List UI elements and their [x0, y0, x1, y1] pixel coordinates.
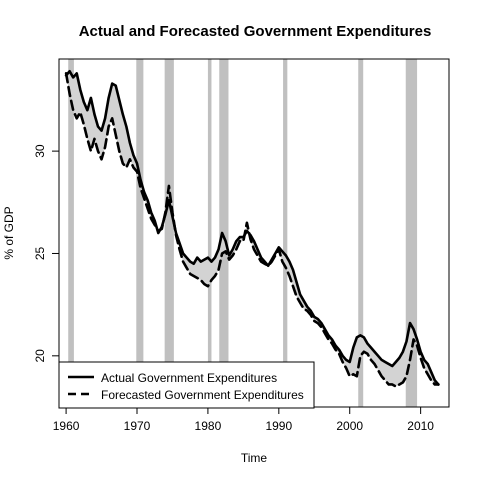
- legend: Actual Government Expenditures Forecaste…: [58, 361, 315, 409]
- x-tick-label: 1990: [265, 419, 292, 433]
- recession-bands: [68, 59, 418, 407]
- recession-band: [207, 59, 212, 407]
- forecast-gap-band: [66, 71, 439, 387]
- y-axis-label: % of GDP: [2, 206, 16, 259]
- x-tick-label: 1980: [195, 419, 222, 433]
- y-tick-label: 30: [33, 144, 47, 158]
- gap-area: [66, 71, 439, 387]
- x-tick-label: 2010: [407, 419, 434, 433]
- recession-band: [283, 59, 288, 407]
- recession-band: [405, 59, 418, 407]
- actual-series-line: [64, 69, 440, 386]
- y-tick-label: 20: [33, 349, 47, 363]
- chart-title: Actual and Forecasted Government Expendi…: [79, 23, 432, 40]
- x-tick-label: 1960: [53, 419, 80, 433]
- series-lines: [64, 69, 440, 388]
- recession-band: [164, 59, 174, 407]
- recession-band: [68, 59, 74, 407]
- y-tick-label: 25: [33, 246, 47, 260]
- legend-label-forecast: Forecasted Government Expenditures: [101, 388, 304, 402]
- recession-band: [219, 59, 229, 407]
- recession-band: [358, 59, 364, 407]
- legend-label-actual: Actual Government Expenditures: [101, 371, 277, 385]
- recession-band: [136, 59, 144, 407]
- legend-box: [58, 361, 315, 409]
- x-axis-label: Time: [241, 451, 268, 465]
- x-tick-label: 2000: [336, 419, 363, 433]
- forecast-series-line: [64, 72, 440, 388]
- y-axis: 20 25 30: [33, 144, 60, 363]
- x-tick-label: 1970: [124, 419, 151, 433]
- x-axis: 1960 1970 1980 1990 2000 2010: [53, 406, 434, 433]
